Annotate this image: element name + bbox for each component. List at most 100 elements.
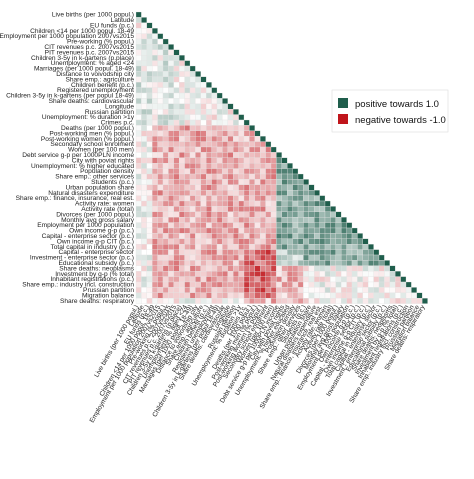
heatmap-cell (189, 184, 196, 191)
heatmap-cell (216, 292, 223, 299)
heatmap-cell (135, 249, 142, 256)
heatmap-cell (200, 152, 207, 158)
heatmap-cell (135, 298, 142, 304)
heatmap-cell (206, 265, 212, 272)
heatmap-cell (195, 157, 201, 164)
heatmap-cell (324, 249, 331, 256)
heatmap-cell (135, 38, 142, 45)
heatmap-cell (249, 211, 255, 218)
heatmap-cell (395, 287, 401, 293)
heatmap-cell (189, 163, 196, 169)
heatmap-cell (152, 260, 158, 266)
heatmap-cell (222, 254, 228, 261)
heatmap-cell (243, 233, 250, 239)
heatmap-cell (206, 287, 212, 293)
heatmap-cell (341, 276, 347, 283)
heatmap-cell (216, 141, 223, 148)
heatmap-cell (287, 163, 293, 169)
heatmap-cell (260, 163, 266, 169)
heatmap-cell (260, 281, 266, 288)
heatmap-cell (222, 119, 228, 126)
heatmap-cell (162, 65, 169, 72)
heatmap-cell (206, 206, 212, 212)
heatmap-cell (135, 276, 142, 283)
heatmap-cell (308, 200, 315, 207)
heatmap-cell (141, 71, 147, 77)
heatmap-cell (135, 103, 142, 110)
heatmap-cell (314, 200, 320, 207)
heatmap-cell (168, 190, 174, 196)
heatmap-cell (152, 233, 158, 239)
heatmap-cell (411, 292, 417, 299)
heatmap-cell (351, 292, 358, 299)
heatmap-cell (216, 125, 223, 131)
heatmap-cell (227, 125, 234, 131)
heatmap-cell (292, 195, 299, 202)
heatmap-cell (346, 249, 353, 256)
heatmap-cell (179, 298, 185, 304)
row-label: Investment by g-p (% total) (55, 271, 134, 278)
heatmap-cell (173, 227, 180, 234)
heatmap-cell (162, 114, 169, 121)
heatmap-cell (330, 292, 336, 299)
heatmap-cell (162, 265, 169, 272)
heatmap-cell (351, 271, 358, 277)
heatmap-cell (243, 179, 250, 185)
heatmap-cell (179, 244, 185, 250)
heatmap-cell (141, 195, 147, 202)
heatmap-cell (141, 33, 147, 40)
heatmap-cell (314, 287, 320, 293)
heatmap-cell (243, 190, 250, 196)
heatmap-cell (314, 260, 320, 266)
heatmap-cell (168, 60, 174, 67)
heatmap-cell (308, 217, 315, 223)
heatmap-cell (243, 163, 250, 169)
heatmap-cell (233, 179, 239, 185)
heatmap-cell (179, 114, 185, 121)
heatmap-cell (265, 206, 272, 212)
heatmap-cell (211, 222, 218, 229)
heatmap-cell (400, 287, 407, 293)
heatmap-cell (292, 179, 299, 185)
heatmap-cell (162, 206, 169, 212)
heatmap-cells (135, 11, 428, 304)
heatmap-cell (200, 114, 207, 121)
heatmap-cell (303, 195, 309, 202)
heatmap-cell (141, 206, 147, 212)
heatmap-cell (173, 271, 180, 277)
heatmap-cell (222, 146, 228, 153)
heatmap-cell (184, 281, 191, 288)
heatmap-cell (184, 98, 191, 104)
heatmap-cell (200, 206, 207, 212)
heatmap-cell (211, 152, 218, 158)
heatmap-cell (184, 125, 191, 131)
heatmap-cell (135, 146, 142, 153)
heatmap-cell (211, 136, 218, 142)
heatmap-cell (324, 217, 331, 223)
heatmap-cell (152, 276, 158, 283)
heatmap-cell (292, 173, 299, 180)
heatmap-cell (297, 238, 304, 245)
heatmap-cell (292, 184, 299, 191)
heatmap-cell (222, 173, 228, 180)
heatmap-cell (135, 11, 142, 18)
heatmap-cell (168, 233, 174, 239)
heatmap-cell (146, 87, 153, 94)
heatmap-cell (254, 136, 261, 142)
heatmap-cell (292, 233, 299, 239)
heatmap-cell (157, 76, 164, 83)
heatmap-cell (157, 249, 164, 256)
heatmap-cell (189, 103, 196, 110)
heatmap-cell (319, 222, 326, 229)
heatmap-cell (179, 87, 185, 94)
heatmap-cell (211, 287, 218, 293)
heatmap-cell (152, 82, 158, 88)
heatmap-cell (157, 260, 164, 266)
heatmap-cell (233, 233, 239, 239)
heatmap-cell (184, 292, 191, 299)
heatmap-cell (179, 168, 185, 175)
heatmap-cell (157, 109, 164, 115)
heatmap-cell (152, 136, 158, 142)
heatmap-cell (222, 292, 228, 299)
heatmap-cell (135, 98, 142, 104)
